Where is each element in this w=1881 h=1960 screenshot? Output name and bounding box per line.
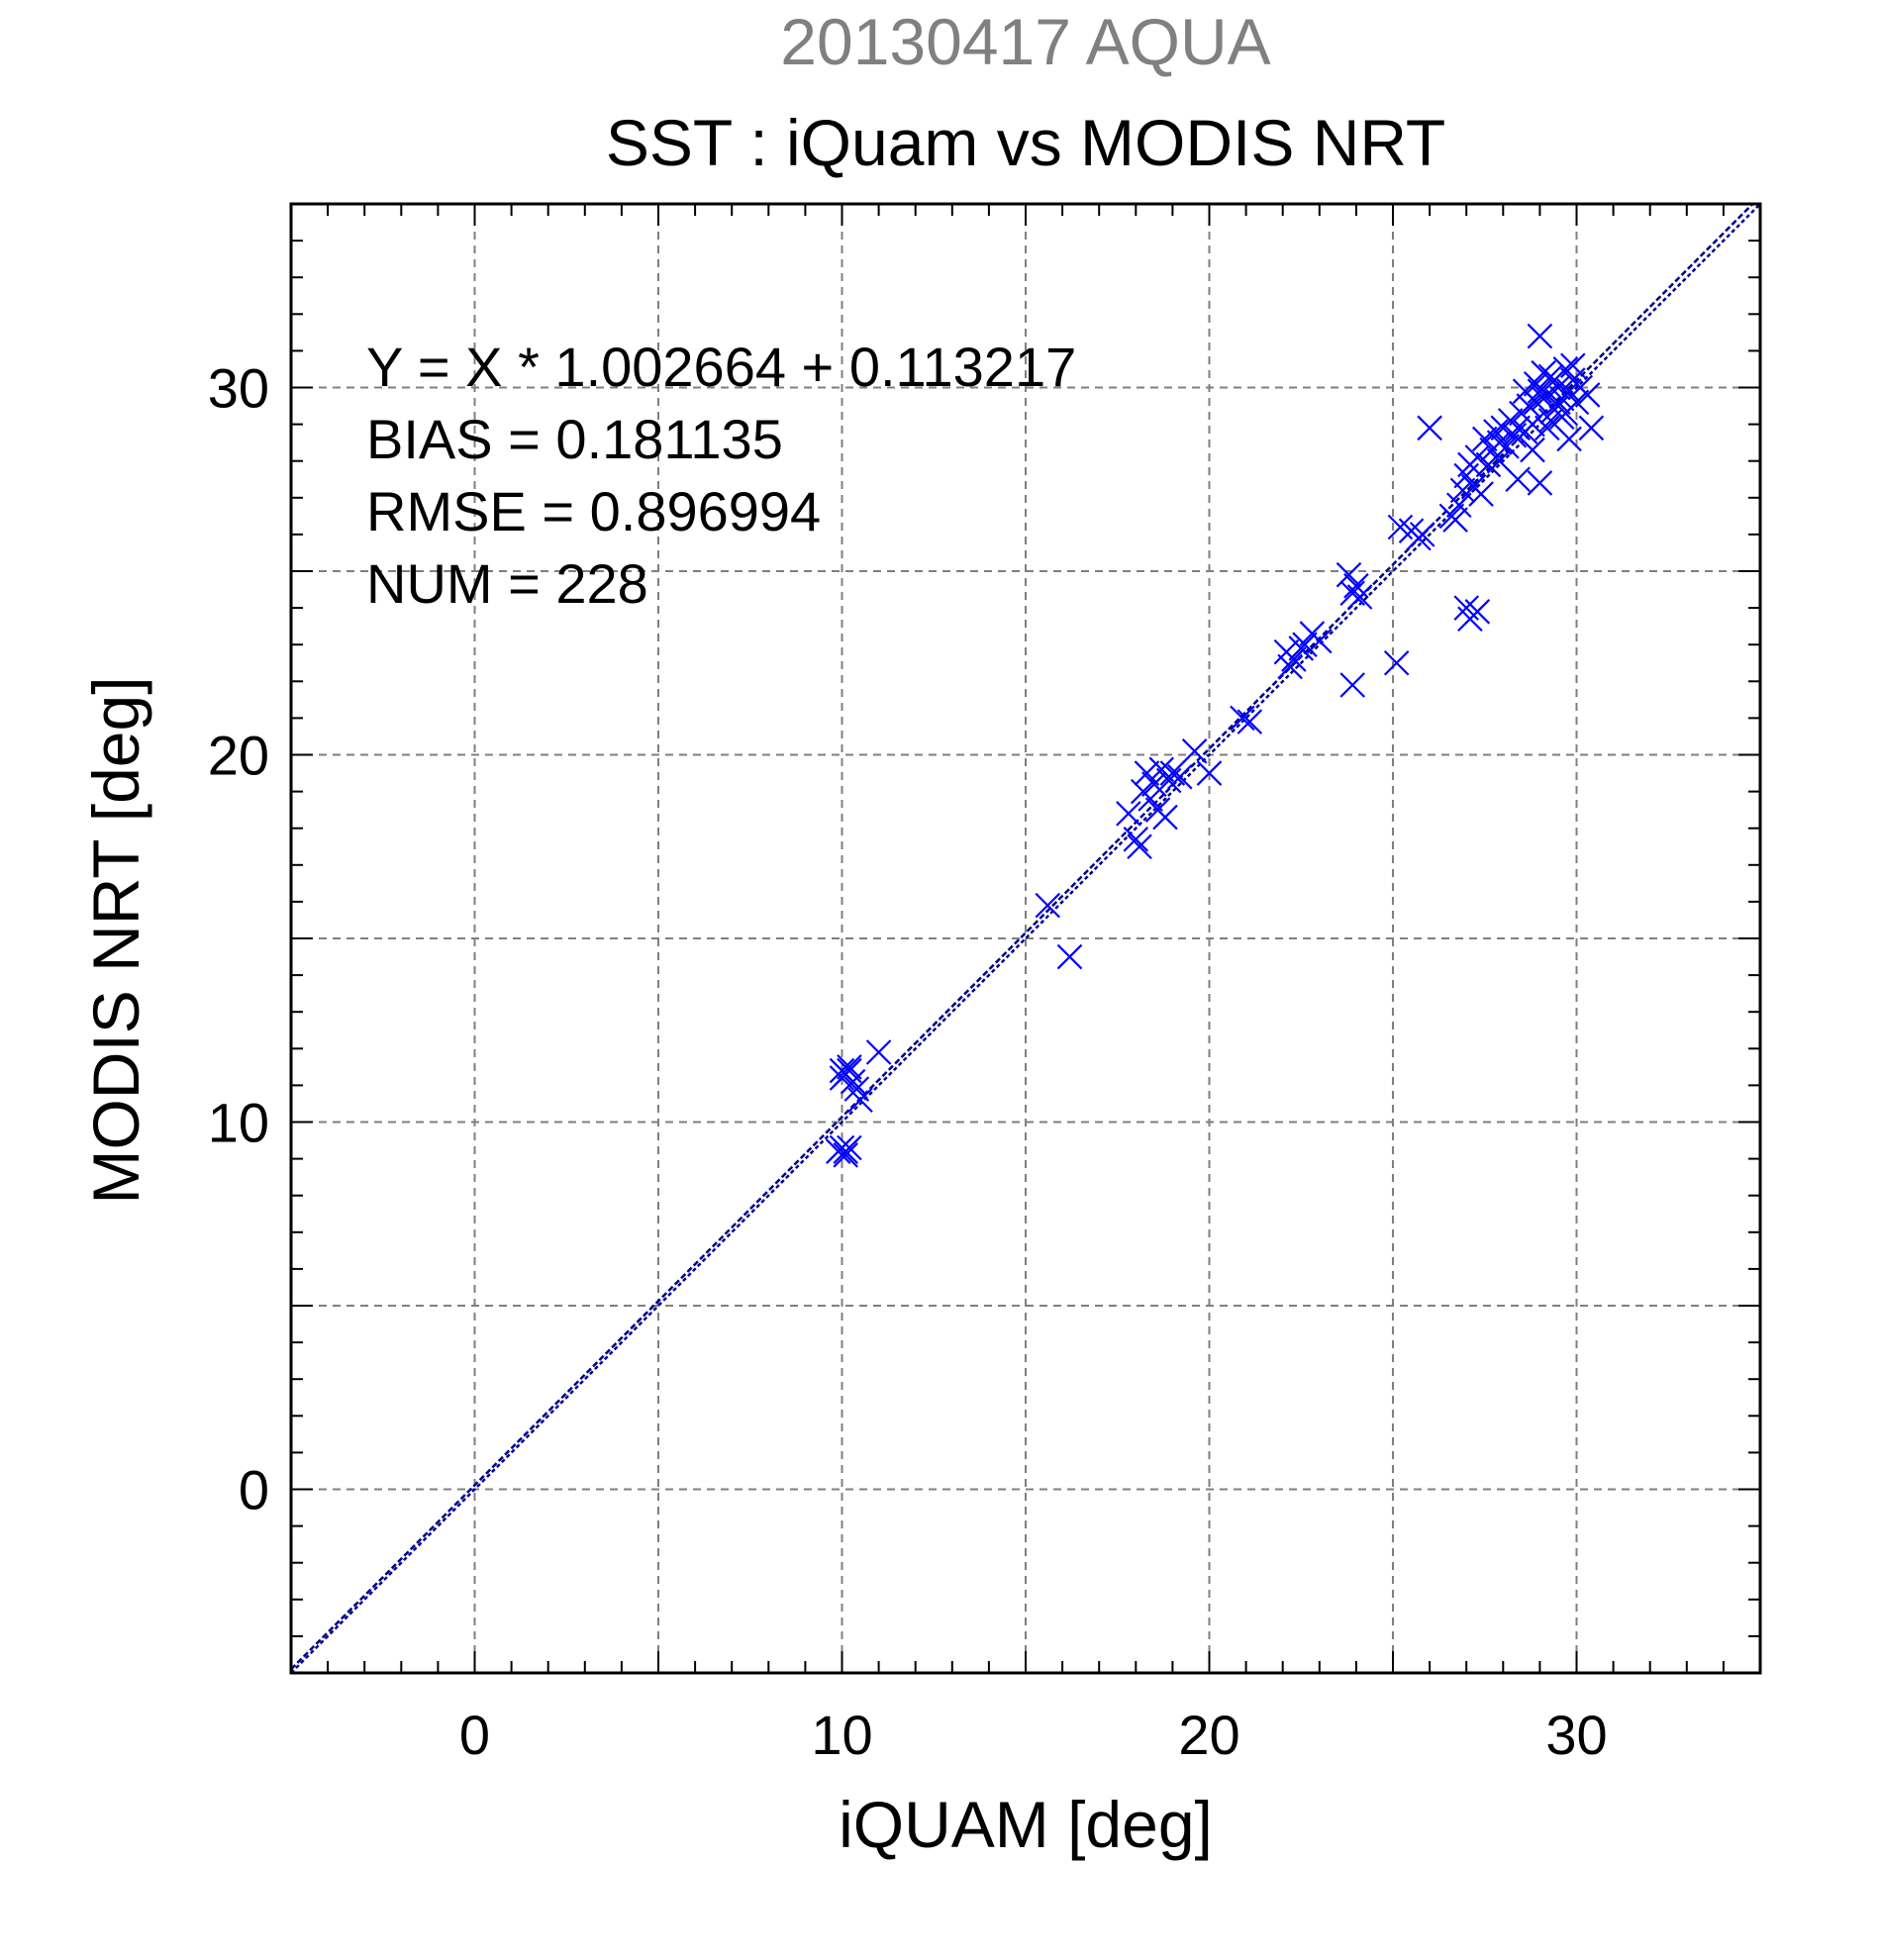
scatter-point <box>1339 580 1365 607</box>
scatter-point <box>1556 426 1582 452</box>
scatter-point <box>1527 323 1553 349</box>
scatter-point <box>1237 709 1263 735</box>
scatter-point <box>1545 389 1571 416</box>
chart-title: SST : iQuam vs MODIS NRT <box>606 106 1445 179</box>
scatter-point <box>1196 760 1223 786</box>
scatter-point <box>1292 632 1318 657</box>
y-tick-label: 30 <box>208 357 269 420</box>
annotation-bias: BIAS = 0.181135 <box>366 408 783 470</box>
scatter-point <box>833 1142 858 1168</box>
data-points <box>826 323 1605 1168</box>
x-tick-label: 0 <box>459 1704 490 1766</box>
scatter-point <box>1134 760 1160 786</box>
scatter-point <box>1127 833 1152 860</box>
scatter-point <box>1486 430 1513 455</box>
annotation-num: NUM = 228 <box>366 552 648 615</box>
chart-supertitle: 20130417 AQUA <box>780 5 1270 78</box>
y-axis-label: MODIS NRT [deg] <box>79 676 152 1204</box>
scatter-point <box>1578 415 1605 441</box>
scatter-point <box>1552 400 1579 427</box>
scatter-point <box>1520 437 1545 463</box>
scatter-point <box>1181 738 1208 764</box>
scatter-point <box>837 1054 862 1080</box>
scatter-point <box>1442 507 1468 533</box>
annotation-rmse: RMSE = 0.896994 <box>366 480 821 542</box>
scatter-point <box>1152 804 1178 831</box>
scatter-point <box>1346 584 1373 610</box>
scatter-point <box>837 1057 862 1084</box>
scatter-point <box>1527 378 1553 404</box>
scatter-point <box>1141 771 1167 797</box>
x-tick-label: 10 <box>811 1704 872 1766</box>
x-axis-label: iQUAM [deg] <box>839 1788 1213 1861</box>
scatter-point <box>1383 649 1410 676</box>
grid-lines <box>291 204 1760 1673</box>
scatter-point <box>1159 760 1186 786</box>
x-tick-label: 30 <box>1545 1704 1607 1766</box>
scatter-point <box>1339 672 1365 698</box>
scatter-point <box>1417 415 1442 441</box>
scatter-point <box>1471 426 1498 452</box>
scatter-point <box>1035 892 1061 919</box>
scatter-point <box>1464 444 1491 470</box>
scatter-point <box>865 1039 892 1065</box>
scatter-point <box>1534 415 1560 441</box>
scatter-point <box>1056 943 1083 970</box>
scatter-point <box>1541 367 1568 393</box>
x-tick-label: 20 <box>1178 1704 1239 1766</box>
y-tick-label: 10 <box>208 1092 269 1154</box>
annotation-regression: Y = X * 1.002664 + 0.113217 <box>366 336 1076 398</box>
scatter-point <box>833 1138 858 1164</box>
y-tick-label: 20 <box>208 725 269 787</box>
scatter-point <box>1230 705 1255 732</box>
scatter-point <box>1464 599 1491 625</box>
y-tick-label: 0 <box>239 1459 269 1521</box>
scatter-point <box>1409 522 1436 547</box>
scatter-point <box>1281 646 1307 672</box>
scatter-point <box>1123 827 1149 852</box>
scatter-point <box>1560 352 1586 379</box>
scatter-point <box>1277 653 1303 680</box>
scatter-point <box>1167 763 1193 790</box>
scatter-point <box>1446 492 1472 518</box>
scatter-point <box>1468 481 1494 507</box>
scatter-point <box>1336 561 1362 588</box>
scatter-point <box>1505 415 1531 441</box>
scatter-point <box>1574 382 1601 408</box>
scatter-point <box>1494 434 1520 459</box>
scatter-point <box>847 1087 873 1114</box>
scatter-point <box>1116 801 1141 827</box>
tick-labels: 0 10 20 30 0 10 20 30 <box>208 357 1608 1767</box>
scatter-point <box>1527 470 1553 496</box>
tick-marks <box>290 203 1761 1674</box>
scatter-point <box>1307 628 1333 654</box>
scatter-point <box>1486 447 1513 474</box>
scatter-point <box>1512 378 1538 404</box>
